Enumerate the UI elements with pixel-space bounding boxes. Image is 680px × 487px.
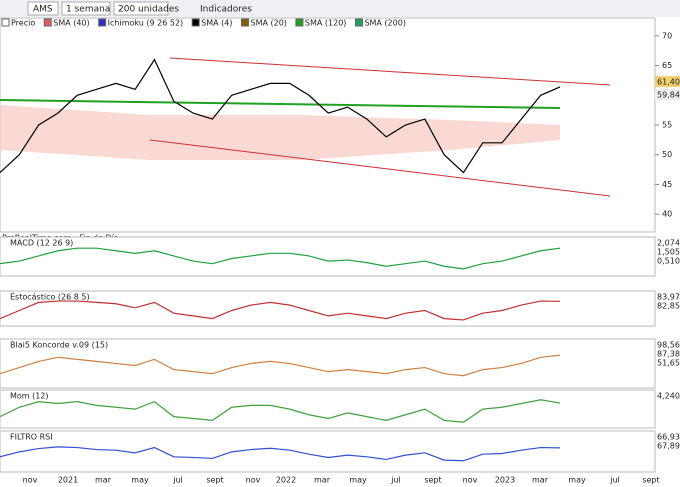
legend-swatch	[1, 18, 10, 27]
x-tick-label: 2021	[58, 476, 78, 485]
legend-swatch	[354, 18, 363, 27]
indicator-panel	[0, 338, 656, 389]
legend-entry: SMA (40)	[53, 19, 89, 28]
x-tick-label: may	[568, 476, 586, 485]
indicator-panel	[0, 236, 656, 277]
x-tick-label: may	[349, 476, 367, 485]
indicator-tag: 87,38	[657, 350, 680, 359]
panel-title: MACD (12 26 9)	[10, 239, 73, 248]
legend-swatch	[241, 18, 249, 27]
indicator-line	[0, 300, 561, 321]
indicator-tag: 98,56	[657, 341, 680, 350]
x-tick-label: mar	[95, 476, 112, 485]
ichimoku-cloud	[0, 105, 560, 160]
indicator-tag: 83,97	[657, 293, 680, 302]
x-tick-label: jul	[609, 476, 620, 485]
indicator-tag: 51,65	[657, 359, 680, 368]
indicator-line	[0, 354, 561, 377]
channel-top	[169, 57, 611, 86]
indicator-panel	[0, 430, 656, 473]
indicator-tag: 2,074	[657, 239, 680, 248]
x-tick-label: nov	[246, 476, 261, 485]
y-tick-label: 70	[662, 31, 672, 40]
y-tick-label: 45	[662, 180, 672, 189]
indicator-tag: 0,510	[657, 257, 680, 266]
panel-title: Estocástico (26 8 5)	[10, 293, 90, 302]
legend-entry: Ichimoku (9 26 52)	[108, 19, 184, 28]
period[interactable]: 1 semana	[66, 5, 110, 15]
legend-entry: SMA (20)	[251, 19, 287, 28]
y-tick-label: 40	[662, 210, 672, 219]
indicator-line	[0, 247, 561, 270]
x-tick-label: sept	[642, 476, 659, 485]
x-tick-label: jul	[172, 476, 183, 485]
period-box[interactable]	[61, 1, 111, 16]
indicator-panel	[0, 290, 656, 327]
indicator-tag: 1,505	[657, 248, 680, 257]
channel-bottom	[149, 139, 611, 197]
legend-entry: SMA (200)	[364, 19, 406, 28]
price-tag: 59,84	[657, 91, 680, 100]
panel-title: FILTRO RSI	[10, 433, 53, 442]
toolbar	[0, 0, 680, 17]
symbol[interactable]: AMS	[33, 5, 53, 15]
y-tick-label: 55	[662, 121, 672, 130]
legend-entry: SMA (4)	[201, 19, 232, 28]
panel-title: Mom (12)	[10, 392, 49, 401]
legend-swatch	[295, 18, 304, 27]
price-tag-box	[655, 76, 680, 87]
panel-title: Blai5 Koncorde v.09 (15)	[10, 341, 108, 350]
y-tick-label: 50	[662, 150, 672, 159]
units-box[interactable]	[113, 1, 169, 16]
symbol-box[interactable]	[27, 1, 59, 16]
indicator-tag: 82,85	[657, 302, 680, 311]
legend-swatch	[191, 18, 200, 27]
units[interactable]: 200 unidades	[118, 5, 179, 15]
indicator-line	[0, 399, 561, 423]
y-tick-label: 65	[662, 61, 672, 70]
indicator-line	[0, 446, 561, 462]
x-tick-label: sept	[424, 476, 441, 485]
x-tick-label: 2022	[276, 476, 296, 485]
legend-entry: Precio	[11, 19, 35, 28]
indicator-panel	[0, 389, 656, 429]
price-tag-box	[655, 89, 680, 100]
legend-swatch	[43, 18, 52, 27]
indicator-tag: 4,240	[657, 392, 680, 401]
sma-line	[0, 99, 561, 109]
price-line	[0, 58, 561, 174]
x-tick-label: jul	[390, 476, 401, 485]
indicator-tag: 67,89	[657, 442, 680, 451]
x-tick-label: mar	[532, 476, 549, 485]
legend-entry: SMA (120)	[305, 19, 347, 28]
x-tick-label: 2023	[495, 476, 515, 485]
x-tick-label: sept	[206, 476, 223, 485]
x-tick-label: nov	[23, 476, 38, 485]
x-tick-label: mar	[314, 476, 331, 485]
price-tag: 61,40	[657, 78, 680, 87]
indicator-tag: 66,93	[657, 433, 680, 442]
x-tick-label: nov	[463, 476, 478, 485]
indicators-button[interactable]: Indicadores	[200, 5, 252, 15]
legend-swatch	[98, 18, 107, 27]
x-tick-label: may	[131, 476, 149, 485]
